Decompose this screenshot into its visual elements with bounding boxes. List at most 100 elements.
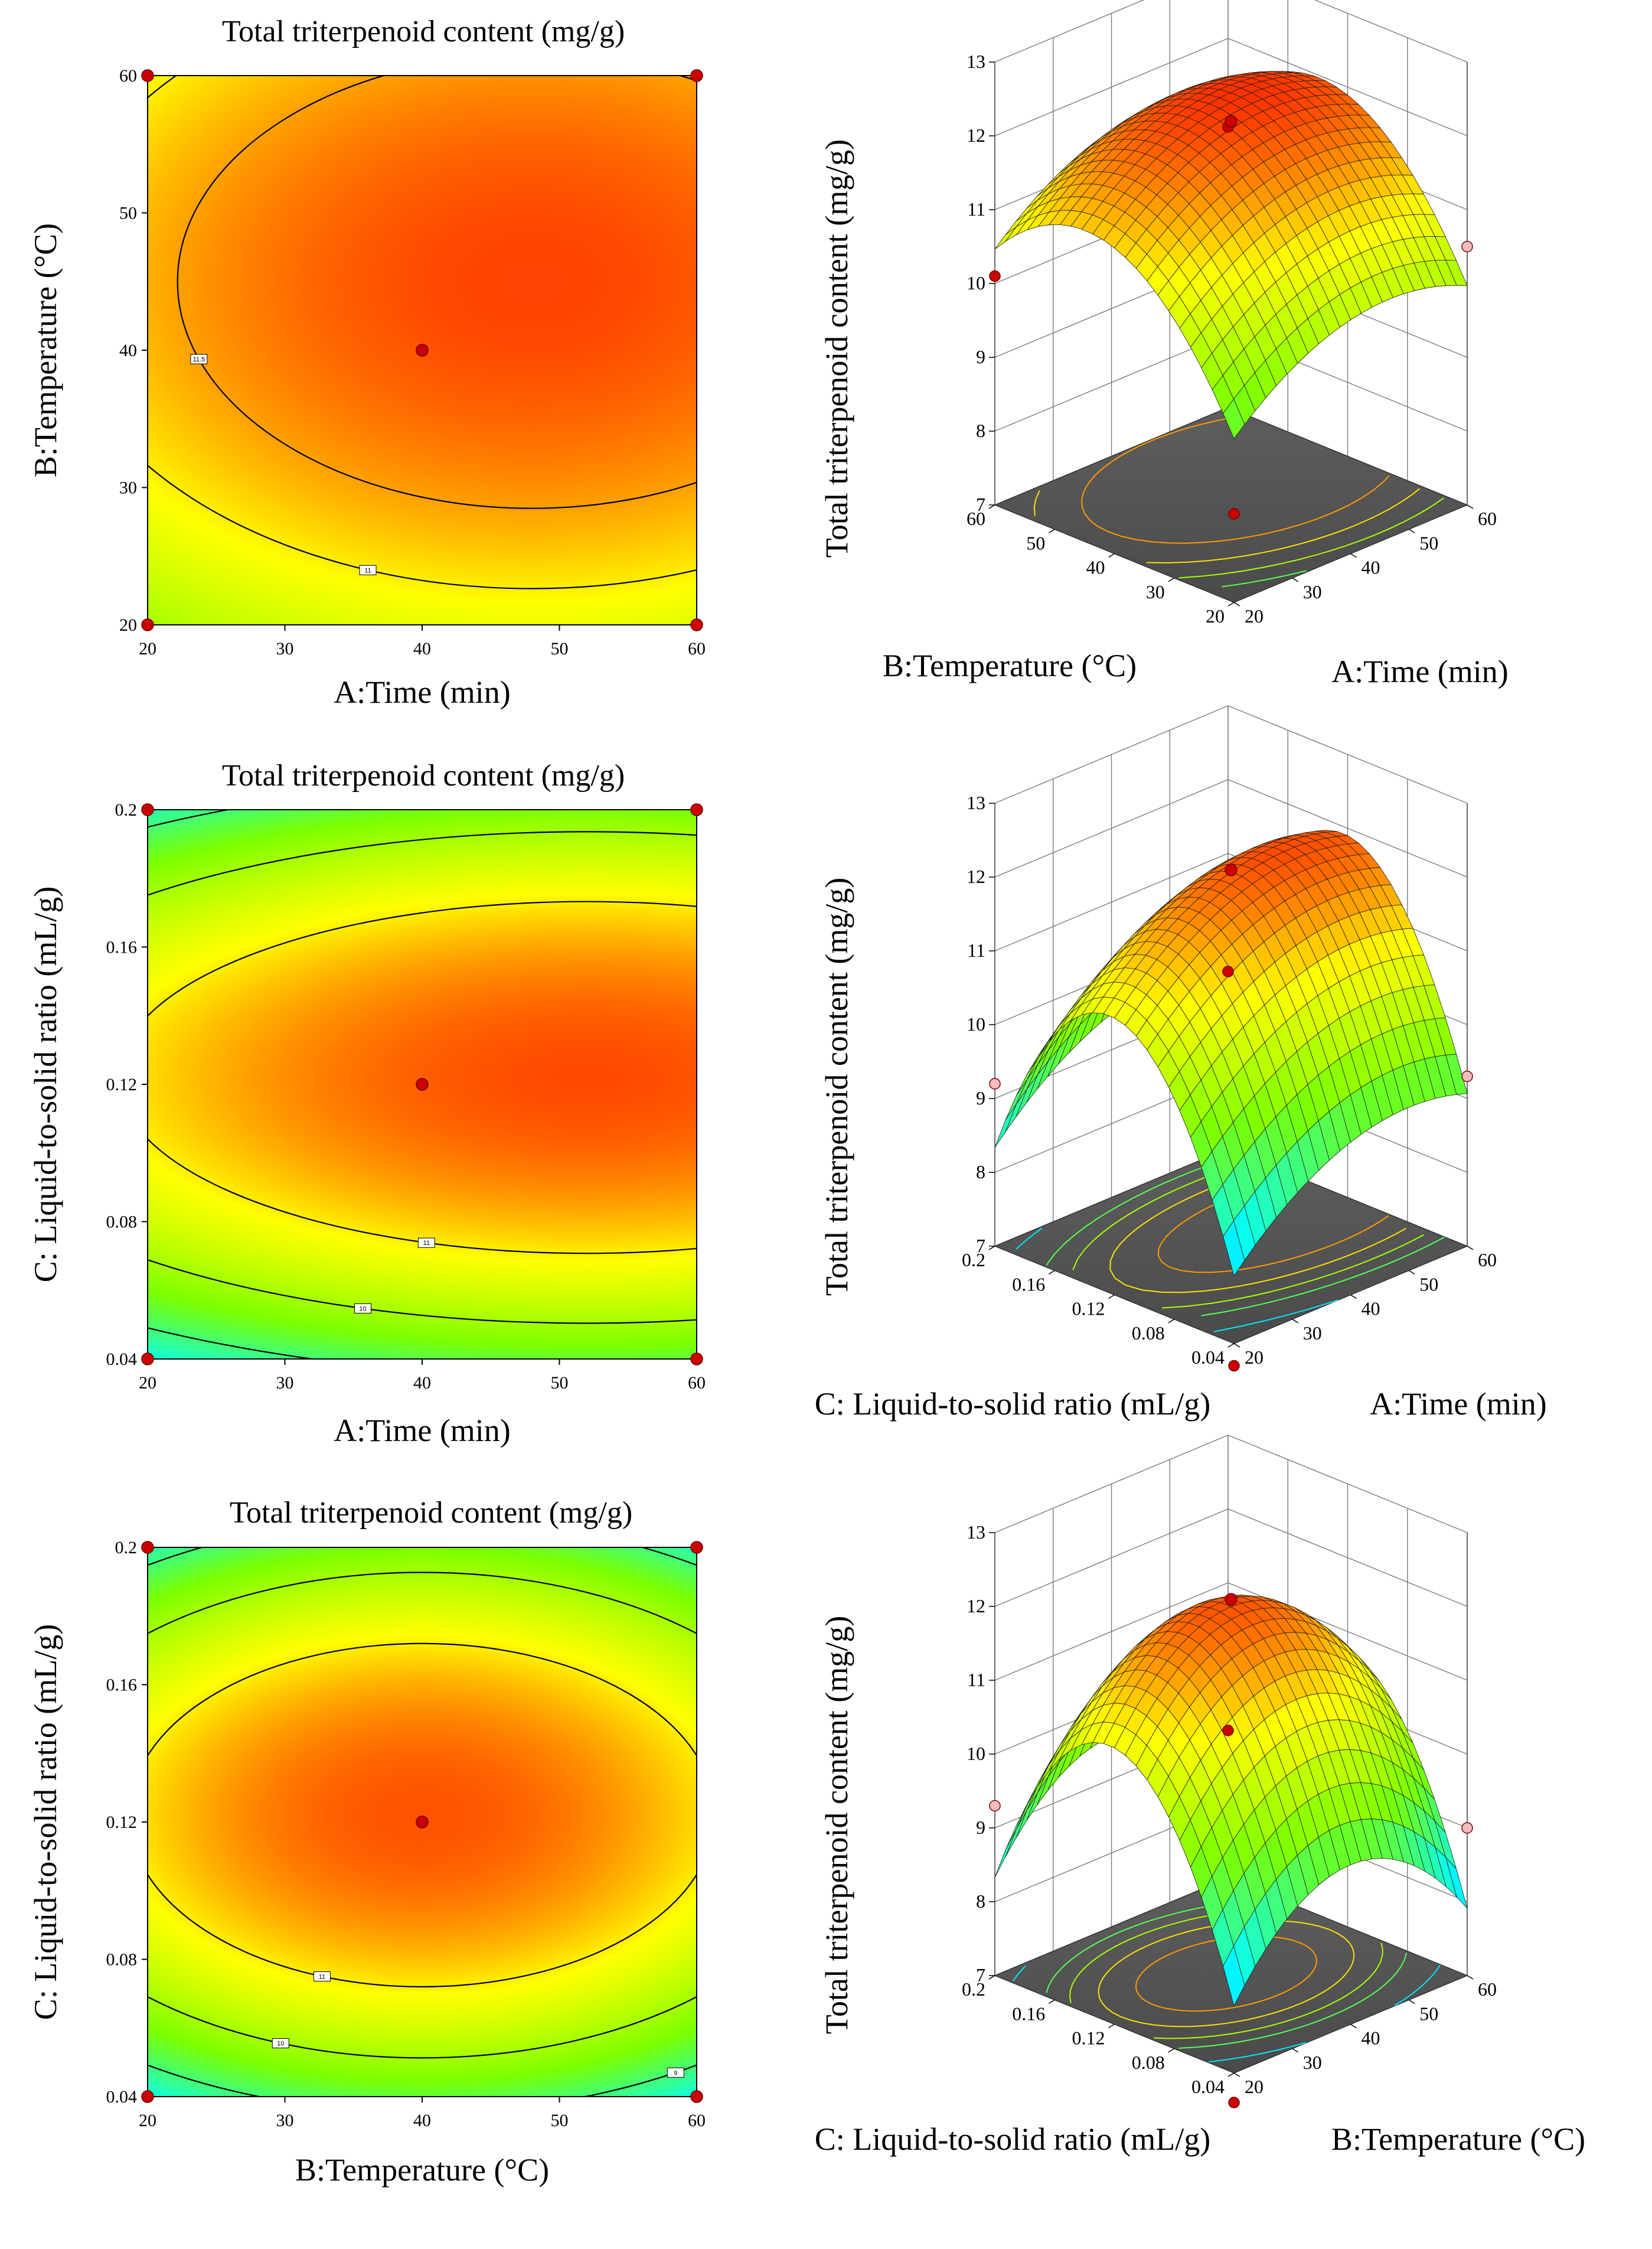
- z-tick-label: 11: [967, 198, 985, 220]
- y-tick-label: 0.2: [962, 1979, 985, 2000]
- x-tick-label: 50: [1419, 2003, 1438, 2024]
- contour-label-box: [272, 2038, 289, 2049]
- y-tick-label: 0.08: [106, 1212, 138, 1232]
- surface-facet: [1016, 1792, 1038, 1839]
- contour-label: 11.5: [190, 354, 208, 364]
- x-tick-label: 30: [1303, 581, 1322, 602]
- design-point: [1461, 1822, 1473, 1834]
- z-tick-label: 8: [976, 1161, 985, 1182]
- design-point: [141, 803, 154, 816]
- surface-panel-AC: Total triterpenoid content (mg/g) C: Liq…: [815, 705, 1547, 1422]
- x-tick-label: 50: [551, 639, 569, 659]
- z-tick-label: 7: [976, 1235, 985, 1256]
- x-tick-label: 20: [139, 1373, 156, 1393]
- contour-lines: 11 11.5: [148, 76, 697, 589]
- y-tick-label: 0.12: [106, 1813, 138, 1832]
- x-tick-label: 40: [1362, 2028, 1380, 2049]
- chart-title: Total triterpenoid content (mg/g): [230, 1496, 632, 1530]
- y-tick-label: 0.2: [962, 1249, 985, 1270]
- floor-contour-line: [1209, 2042, 1306, 2063]
- x-tick-label: 40: [413, 639, 431, 659]
- x-tick-label: 50: [551, 2111, 569, 2130]
- x-tick-label: 60: [1478, 1249, 1497, 1270]
- floor-contour-line: [1109, 1166, 1407, 1293]
- x-axis-label: A:Time (min): [334, 674, 511, 710]
- design-point: [690, 803, 703, 816]
- z-tick-label: 9: [976, 1087, 985, 1109]
- y-tick-label: 0.08: [1132, 2052, 1165, 2073]
- design-point: [1222, 966, 1234, 977]
- floor-contour-line: [1146, 488, 1421, 563]
- contour-line: [148, 901, 697, 1254]
- y-tick-label: 0.16: [1012, 2003, 1045, 2024]
- floor-contour-line: [1098, 1920, 1355, 2028]
- x-tick-label: 60: [1478, 508, 1497, 529]
- z-tick-label: 10: [967, 272, 985, 294]
- y-axis-label: C: Liquid-to-solid ratio (mL/g): [815, 1386, 1210, 1422]
- z-tick-label: 7: [976, 494, 985, 515]
- x-tick: [1292, 578, 1299, 582]
- z-tick-label: 11: [967, 1669, 985, 1690]
- contour-label: 11: [417, 1237, 435, 1248]
- surface-ticks: 7 8 9 10 11 12 13 20 30 40 50 60 0.04 0.08 0.12 0.16 0.2: [962, 1521, 1497, 2097]
- design-point: [690, 69, 703, 82]
- contour-label: 11: [359, 565, 377, 575]
- surface-panel-AB: Total triterpenoid content (mg/g) B:Temp…: [819, 0, 1509, 689]
- surface-facet: [1005, 1810, 1027, 1857]
- design-point: [690, 1541, 703, 1554]
- x-tick-label: 30: [276, 1373, 294, 1393]
- y-axis-label: C: Liquid-to-solid ratio (mL/g): [28, 1624, 63, 2020]
- chart-title: Total triterpenoid content (mg/g): [222, 15, 625, 48]
- surface-facet: [994, 1104, 1017, 1148]
- contour-label: 11: [313, 1971, 331, 1981]
- contour-panel-AC: Total triterpenoid content (mg/g) 10 11 2…: [28, 759, 706, 1448]
- design-point: [1461, 240, 1473, 253]
- floor-contour-line: [1178, 497, 1444, 579]
- y-axis-label: C: Liquid-to-solid ratio (mL/g): [815, 2121, 1210, 2157]
- design-point: [1225, 863, 1238, 876]
- design-point: [416, 1078, 429, 1091]
- surface-mesh: [994, 1595, 1468, 2007]
- surface-design-points: [989, 863, 1473, 1372]
- x-tick-label: 50: [1419, 1273, 1438, 1295]
- x-tick: [1408, 1999, 1415, 2004]
- wall-grid-line: [994, 0, 1468, 63]
- y-tick-label: 0.12: [106, 1075, 138, 1094]
- floor-contour-line: [1213, 1299, 1338, 1332]
- floor-contour-line: [1135, 1935, 1317, 2012]
- axis-ticks: 20 30 40 50 60 0.04 0.08 0.12 0.16 0.2: [106, 800, 706, 1393]
- y-tick-label: 30: [1146, 581, 1165, 602]
- design-point: [690, 2090, 703, 2103]
- surface-panel-BC: Total triterpenoid content (mg/g) C: Liq…: [815, 1435, 1585, 2157]
- z-tick-label: 12: [967, 866, 985, 887]
- x-axis-label: A:Time (min): [1331, 654, 1509, 689]
- floor-contour-line: [1033, 490, 1040, 516]
- x-tick-label: 20: [1245, 1347, 1264, 1368]
- y-tick-label: 0.12: [1072, 2028, 1105, 2049]
- x-tick: [1350, 1294, 1357, 1299]
- x-axis-label: B:Temperature (°C): [295, 2152, 549, 2188]
- y-tick-label: 0.12: [1072, 1298, 1105, 1319]
- design-point: [690, 618, 703, 631]
- surface-plot: 7 8 9 10 11 12 13 20 30 40 50 60 0.04 0.08 0.12 0.16 0.2: [962, 705, 1497, 1372]
- surface-design-points: [989, 115, 1473, 520]
- contour-label-text: 10: [359, 1305, 366, 1312]
- contour-line: [148, 1642, 697, 1988]
- surface-design-points: [989, 1593, 1473, 2108]
- contour-label-text: 11.5: [193, 356, 205, 363]
- axis-ticks: 20 30 40 50 60 0.04 0.08 0.12 0.16 0.2: [106, 1538, 706, 2130]
- design-point: [1225, 1593, 1238, 1606]
- surface-facet: [1005, 1804, 1028, 1850]
- y-tick-label: 50: [119, 204, 137, 223]
- y-tick: [988, 1246, 995, 1250]
- contour-label-text: 11: [423, 1240, 430, 1247]
- floor-contour-line: [1081, 415, 1390, 544]
- floor-contour-line: [1201, 1236, 1445, 1316]
- x-tick: [1350, 553, 1357, 558]
- axis-ticks: 20 30 40 50 60 20 30 40 50 60: [119, 66, 706, 659]
- design-point: [1225, 115, 1238, 128]
- x-tick: [1467, 504, 1474, 509]
- contour-label-text: 11: [319, 1973, 325, 1980]
- y-tick-label: 0.2: [115, 1538, 138, 1557]
